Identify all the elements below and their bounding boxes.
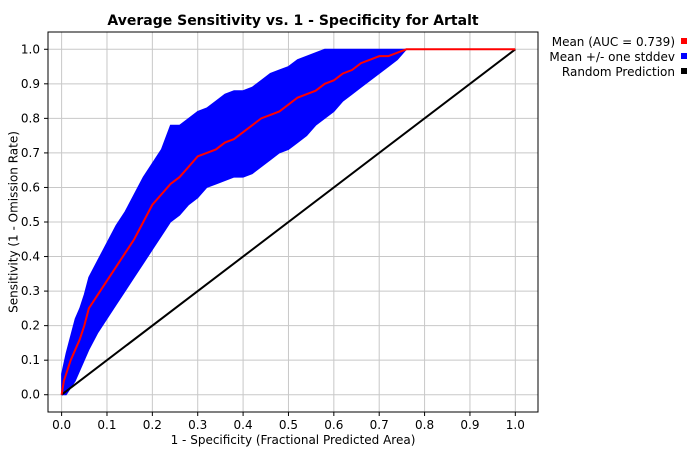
tick-layer: 0.0 0.1 0.2 0.3 0.4 0.5 0.6 0.7 0.8 0.9 1.0 0.0 0.1 0… — [21, 42, 525, 432]
series-line-layer — [60, 48, 516, 396]
random-prediction-line — [61, 48, 516, 396]
mean-roc-line — [60, 48, 516, 395]
x-tick-label: 0.0 — [52, 418, 71, 432]
y-tick-label: 0.6 — [21, 180, 40, 194]
y-tick-label: 0.7 — [21, 146, 40, 160]
x-tick-label: 0.9 — [460, 418, 479, 432]
legend-label: Mean (AUC = 0.739) — [552, 35, 675, 49]
x-tick-label: 0.5 — [279, 418, 298, 432]
y-tick-label: 0.4 — [21, 250, 40, 264]
y-tick-label: 0.9 — [21, 77, 40, 91]
legend-label: Mean +/- one stddev — [549, 50, 675, 64]
y-tick-label: 0.8 — [21, 111, 40, 125]
legend-swatch — [681, 53, 687, 59]
y-tick-label: 0.2 — [21, 319, 40, 333]
stddev-band — [61, 48, 408, 396]
y-tick-label: 0.5 — [21, 215, 40, 229]
x-tick-label: 0.3 — [188, 418, 207, 432]
x-tick-label: 0.8 — [415, 418, 434, 432]
x-axis-label: 1 - Specificity (Fractional Predicted Ar… — [171, 433, 416, 447]
legend-label: Random Prediction — [562, 65, 675, 79]
x-tick-label: 1.0 — [506, 418, 525, 432]
y-tick-label: 0.0 — [21, 388, 40, 402]
y-tick-label: 0.3 — [21, 284, 40, 298]
chart-title: Average Sensitivity vs. 1 - Specificity … — [107, 13, 478, 29]
x-tick-label: 0.4 — [234, 418, 253, 432]
legend-swatch — [681, 38, 687, 44]
y-tick-label: 1.0 — [21, 42, 40, 56]
y-axis-label: Sensitivity (1 - Omission Rate) — [7, 131, 21, 313]
x-tick-label: 0.1 — [97, 418, 116, 432]
x-tick-label: 0.7 — [370, 418, 389, 432]
legend-swatch — [681, 68, 687, 74]
x-tick-label: 0.2 — [143, 418, 162, 432]
x-tick-label: 0.6 — [324, 418, 343, 432]
stddev-band-layer — [61, 48, 408, 396]
y-tick-label: 0.1 — [21, 353, 40, 367]
legend: Mean (AUC = 0.739)Mean +/- one stddevRan… — [549, 35, 687, 79]
